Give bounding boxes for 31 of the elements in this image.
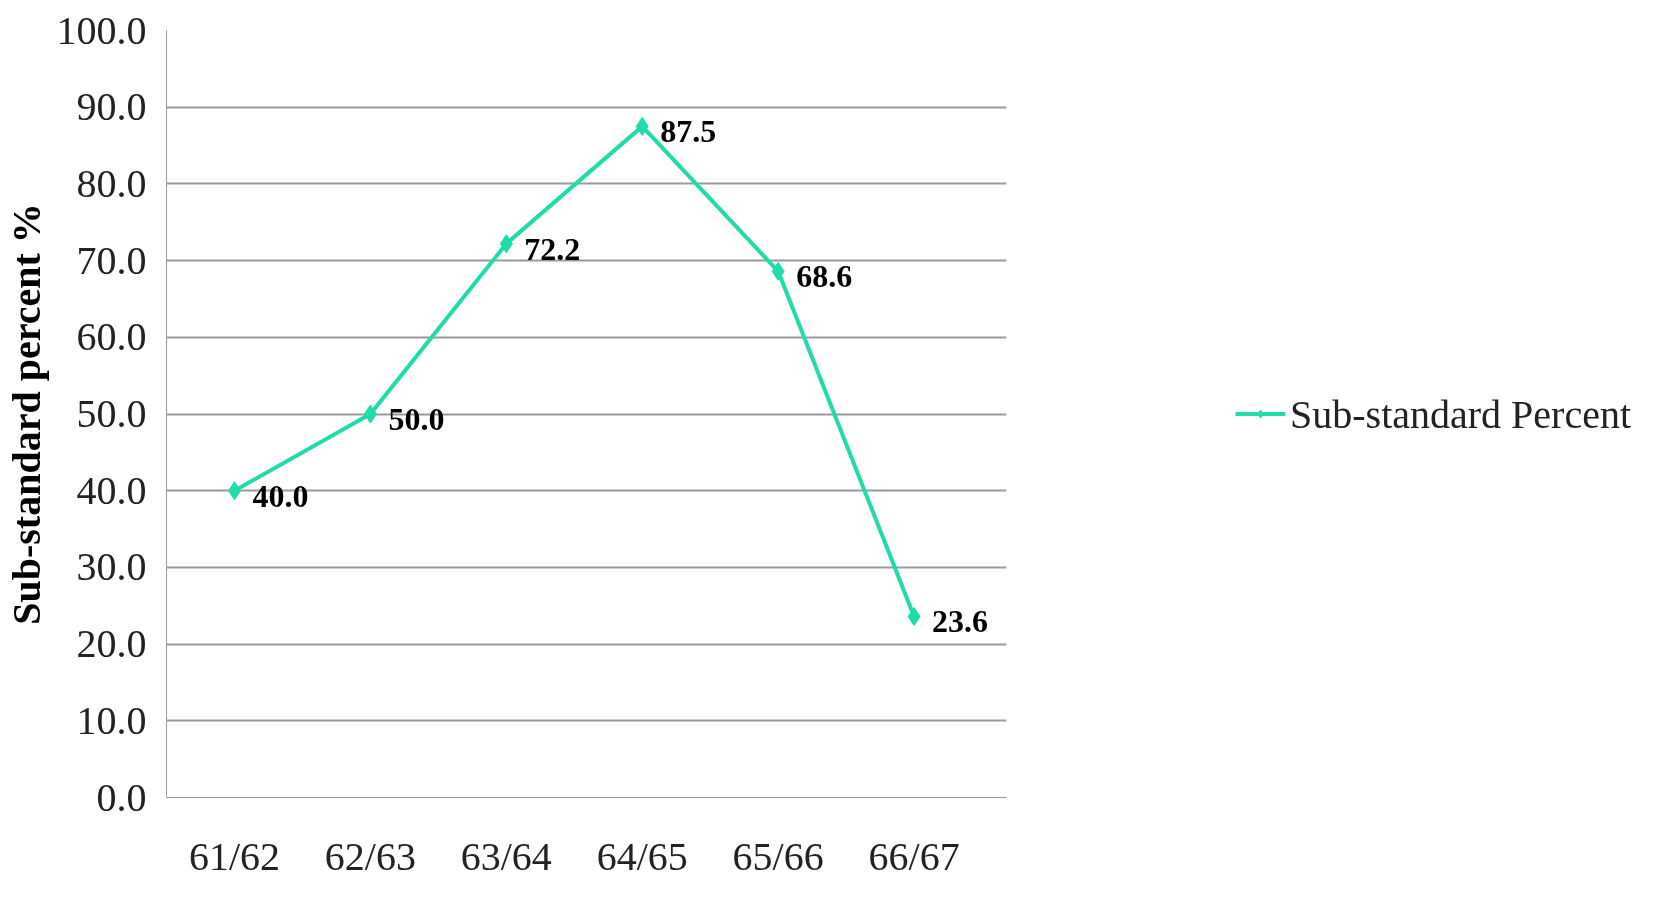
x-tick-label: 64/65 (596, 833, 688, 879)
y-axis-title: Sub-standard percent % (3, 203, 49, 625)
x-tick-label: 61/62 (188, 833, 281, 879)
y-tick-label: 90.0 (76, 84, 147, 130)
data-label: 68.6 (796, 258, 853, 295)
point (907, 606, 921, 626)
data-label: 23.6 (932, 603, 989, 640)
point (227, 481, 241, 501)
point (499, 234, 513, 254)
x-tick-label: 66/67 (868, 833, 960, 879)
y-tick-label: 10.0 (76, 697, 147, 743)
y-tick-label: 50.0 (76, 391, 147, 436)
point (363, 404, 377, 424)
point (635, 116, 649, 136)
y-tick-label: 70.0 (76, 237, 147, 283)
y-tick-label: 30.0 (76, 544, 147, 590)
data-label: 87.5 (660, 113, 717, 150)
y-tick-label: 20.0 (76, 621, 147, 667)
point (771, 261, 785, 281)
data-label: 50.0 (388, 401, 445, 437)
x-tick-label: 63/64 (460, 833, 552, 879)
x-tick-label: 62/63 (324, 833, 416, 879)
y-tick-label: 40.0 (76, 467, 147, 513)
data-label: 40.0 (252, 477, 309, 514)
y-tick-label: 80.0 (76, 160, 147, 206)
y-tick-label: 0.0 (96, 774, 147, 820)
y-tick-label: 60.0 (76, 314, 147, 360)
legend-label: Sub-standard Percent (1289, 390, 1632, 437)
data-label: 72.2 (524, 230, 581, 267)
y-tick-label: 100.0 (56, 7, 147, 53)
x-tick-label: 65/66 (732, 833, 824, 879)
